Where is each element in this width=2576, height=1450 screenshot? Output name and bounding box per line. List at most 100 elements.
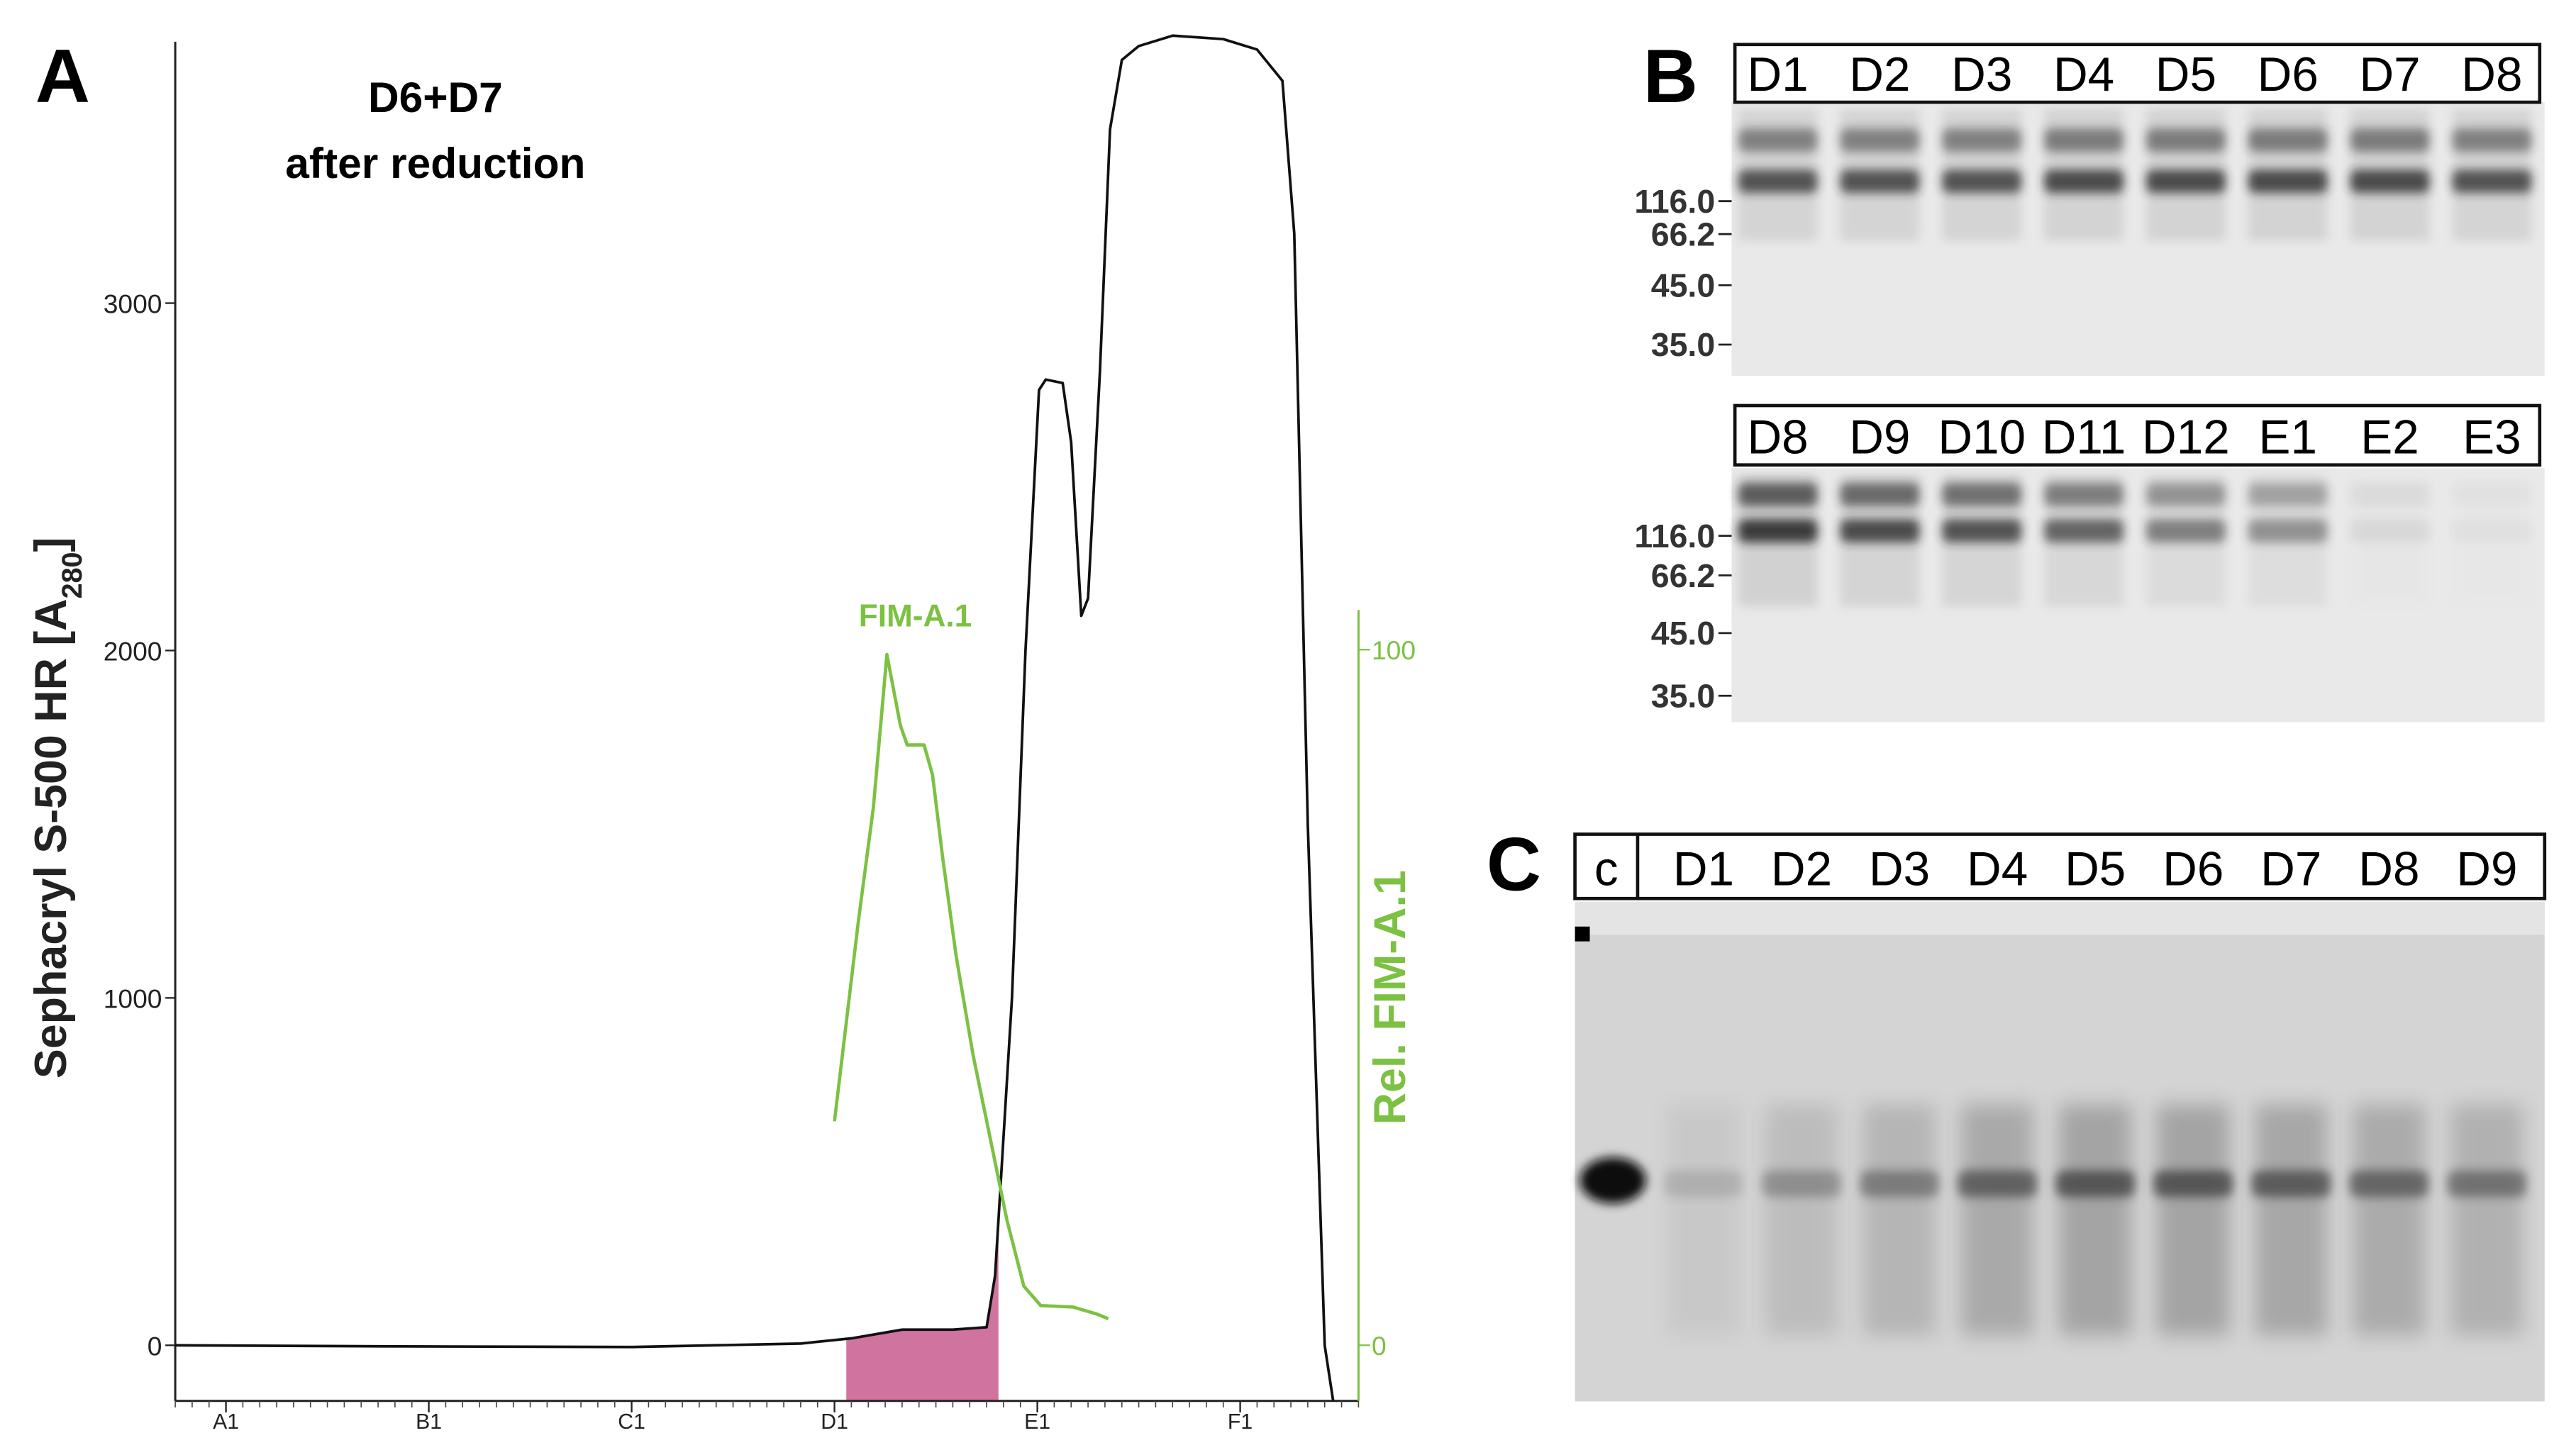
annotation: after reduction [285,139,585,187]
gel-band [1840,169,1920,194]
lane-label: D2 [1771,843,1832,896]
gel-smear [2353,1104,2426,1336]
well-mark [1575,926,1590,942]
control-band [1580,1157,1646,1204]
lane-label: D8 [1747,411,1808,464]
gel-band [2055,1170,2135,1198]
y-tick-label: 2000 [104,636,162,666]
gel-band [2251,1170,2331,1198]
gel-band [2453,483,2532,506]
x-tick-label: A1 [213,1410,239,1434]
marker-label: 35.0 [1651,678,1716,715]
gel-band [1762,1170,1841,1198]
gel-band [2248,483,2328,506]
lane-label: D4 [2053,48,2114,101]
lane-label: D3 [1869,843,1930,896]
lane-label: D1 [1747,48,1808,101]
gel-band [2044,169,2123,194]
gel-band [1840,128,1920,152]
lane-header [1733,403,2542,467]
gel-band [2153,1170,2233,1198]
y-axis-label-text: Sephacryl S-500 HR [A [26,598,76,1078]
gel-smear [2450,1104,2524,1336]
lane-label: D8 [2461,48,2522,101]
lane-label: D10 [1938,411,2026,464]
lane-label: D4 [1967,843,2028,896]
gel-band [2146,519,2226,542]
lane-label: D5 [2065,843,2126,896]
gel-smear [2255,1104,2328,1336]
gel-band [2350,128,2430,152]
panel-label: A [35,33,90,118]
lane-label: D9 [1849,411,1910,464]
gel-band [1738,519,1818,542]
gel-band [2146,169,2226,194]
marker-label: 116.0 [1634,518,1715,554]
gel-band [1958,1170,2037,1198]
panel-label: B [1643,33,1698,118]
lane-label: D7 [2260,843,2321,896]
gel-band [2452,169,2532,194]
y2-axis-label: Rel. FIM-A.1 [1365,870,1415,1125]
x-tick-label: E1 [1024,1410,1050,1434]
y-axis-label: Sephacryl S-500 HR [A280] [26,537,88,1079]
x-tick-label: C1 [618,1410,645,1434]
y-tick-label: 3000 [104,289,162,318]
gel-band [1738,169,1818,194]
lane-header [1733,43,2542,104]
marker-label: 45.0 [1651,615,1716,652]
gel-band [1942,483,2022,506]
marker-label: 66.2 [1651,557,1716,594]
gel-band [2452,128,2532,152]
gel-band [1942,169,2022,194]
y-tick-label: 1000 [104,983,162,1013]
lane-label: D8 [2358,843,2419,896]
lane-label: E3 [2463,411,2521,464]
gel-band [2044,128,2123,152]
gel-band [1840,483,1920,506]
gel-band [1738,483,1818,506]
lane-label: D3 [1951,48,2012,101]
lane-label: D6 [2163,843,2224,896]
gel-band [1738,128,1818,152]
y-axis-label-suffix: ] [26,537,76,552]
gel-band [2349,1170,2429,1198]
gel-band [2453,519,2532,542]
line-series [833,652,1109,1321]
x-tick-label: D1 [821,1410,848,1434]
series-label: FIM-A.1 [859,599,972,634]
lane-label: D1 [1673,843,1734,896]
y-tick-label: 0 [148,1331,162,1361]
gel-smear [1765,1104,1838,1336]
gel-band [1942,519,2022,542]
lane-label: D5 [2155,48,2216,101]
gel-smear [1667,1104,1741,1336]
gel-edge [1575,901,2545,935]
gel-smear [1960,1104,2034,1336]
marker-label: 35.0 [1651,326,1716,363]
annotation: D6+D7 [368,73,503,121]
lane-header [1573,832,2547,900]
y2-tick-label: 100 [1372,635,1416,665]
gel-smear [1862,1104,1936,1336]
lane-label: D6 [2258,48,2319,101]
panel-label: C [1487,822,1541,907]
line-series [175,34,1335,1401]
y-axis-label-subscript: 280 [57,552,88,598]
gel-band [2044,483,2123,506]
gel-band [2447,1170,2527,1198]
lane-label: D11 [2042,411,2126,464]
lane-label: D12 [2142,411,2230,464]
y2-tick-label: 0 [1372,1331,1387,1361]
gel-smear [2059,1104,2132,1336]
x-tick-label: F1 [1228,1410,1253,1434]
marker-label: 66.2 [1651,216,1716,252]
highlight-region [846,1220,999,1401]
gel-band [2350,483,2430,506]
gel-band [1664,1170,1743,1198]
marker-label: 45.0 [1651,267,1716,304]
lane-label: D7 [2359,48,2420,101]
gel-band [1860,1170,1939,1198]
